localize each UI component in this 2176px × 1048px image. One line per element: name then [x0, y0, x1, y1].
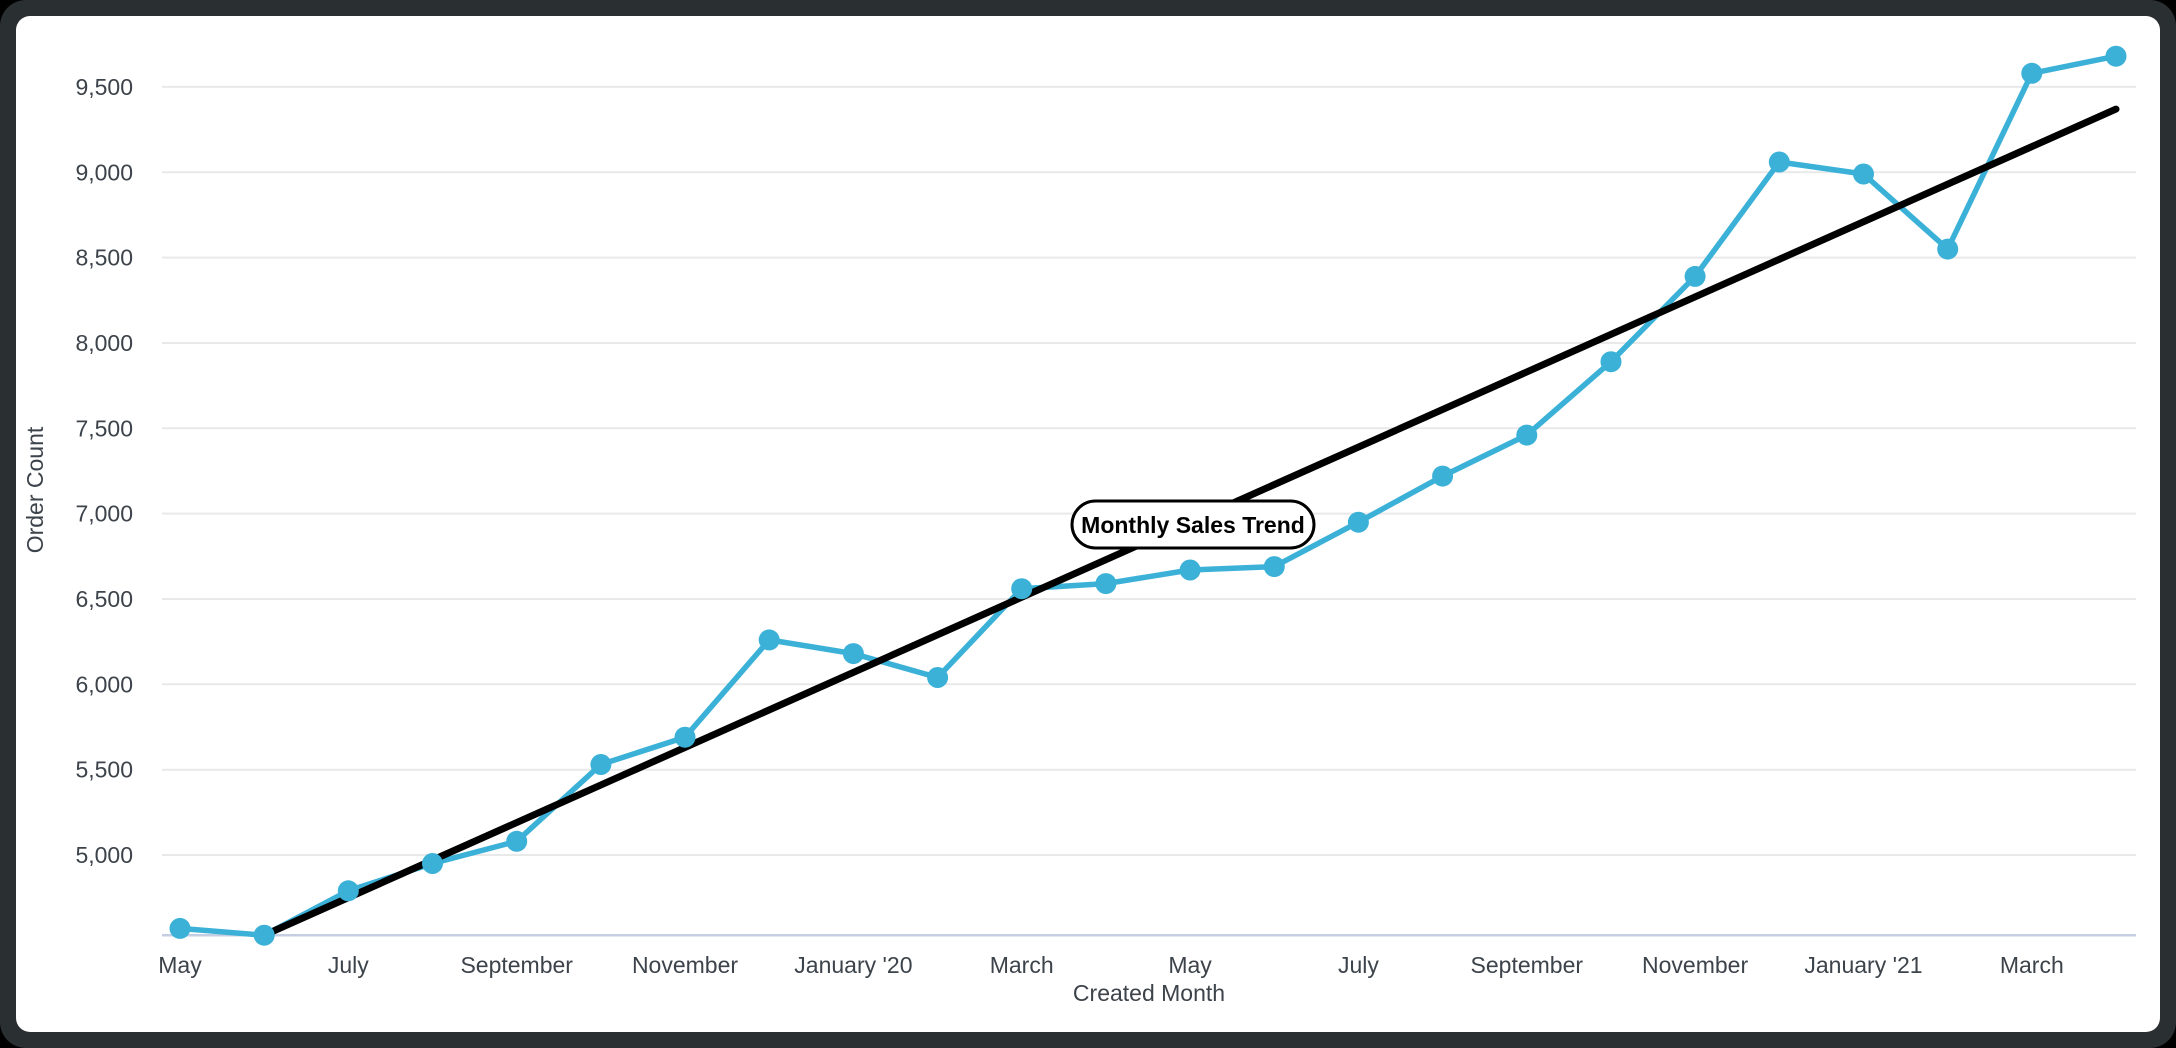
x-tick-label: November: [632, 952, 738, 978]
data-point[interactable]: [1684, 265, 1706, 287]
series-layer: [169, 45, 2127, 946]
x-tick-label: May: [1168, 952, 1212, 978]
y-tick-label: 7,000: [75, 501, 133, 527]
data-point[interactable]: [1095, 573, 1117, 595]
data-point[interactable]: [422, 853, 443, 874]
x-tick-label: November: [1642, 952, 1748, 978]
data-point[interactable]: [590, 754, 612, 775]
data-point[interactable]: [758, 629, 780, 651]
data-point[interactable]: [1853, 163, 1874, 185]
data-point[interactable]: [1263, 556, 1285, 578]
x-tick-label: March: [990, 952, 1054, 978]
data-point[interactable]: [337, 880, 359, 902]
trend-label-pill: Monthly Sales Trend: [1070, 499, 1316, 550]
y-tick-label: 8,000: [75, 330, 133, 356]
x-axis-title: Created Month: [1073, 980, 1225, 1006]
x-tick-label: January '20: [794, 952, 912, 978]
y-tick-label: 9,500: [75, 74, 133, 100]
data-point[interactable]: [1937, 238, 1959, 260]
data-point[interactable]: [506, 830, 528, 852]
data-point[interactable]: [2105, 45, 2127, 67]
data-point[interactable]: [674, 726, 696, 748]
data-point[interactable]: [253, 924, 275, 946]
chart-card: 5,000 5,500 6,000 6,500 7,000 7,500 8,000 8,500…: [16, 16, 2160, 1032]
axis-tick-labels: 5,000 5,500 6,000 6,500 7,000 7,500 8,000 8,500…: [75, 74, 2063, 978]
y-tick-label: 7,500: [75, 415, 133, 441]
y-tick-label: 6,500: [75, 586, 133, 612]
x-tick-label: July: [1338, 952, 1379, 978]
data-point[interactable]: [2021, 62, 2043, 84]
trend-label-box: [1070, 499, 1316, 550]
y-tick-label: 8,500: [75, 245, 133, 271]
x-tick-label: September: [460, 952, 573, 978]
series-line: [177, 53, 2119, 938]
data-point[interactable]: [1347, 511, 1369, 533]
y-axis-title: Order Count: [22, 426, 48, 553]
x-tick-label: January '21: [1804, 952, 1922, 978]
data-point[interactable]: [1011, 578, 1033, 600]
data-point[interactable]: [842, 643, 864, 665]
data-point[interactable]: [1768, 151, 1790, 173]
y-tick-label: 9,000: [75, 159, 133, 185]
y-tick-label: 6,000: [75, 671, 133, 697]
sales-trend-chart[interactable]: 5,000 5,500 6,000 6,500 7,000 7,500 8,000 8,500…: [16, 16, 2160, 1032]
x-tick-label: September: [1471, 952, 1584, 978]
x-tick-label: March: [2000, 952, 2064, 978]
x-tick-label: May: [158, 952, 202, 978]
trend-label-text: Monthly Sales Trend: [1081, 512, 1305, 538]
y-tick-label: 5,500: [75, 757, 133, 783]
data-point[interactable]: [1179, 559, 1201, 581]
data-point[interactable]: [1516, 424, 1538, 446]
data-point[interactable]: [1600, 351, 1622, 373]
data-point[interactable]: [169, 917, 191, 939]
data-point[interactable]: [927, 667, 949, 688]
data-point[interactable]: [1432, 465, 1454, 487]
x-tick-label: July: [328, 952, 369, 978]
y-tick-label: 5,000: [75, 842, 133, 868]
